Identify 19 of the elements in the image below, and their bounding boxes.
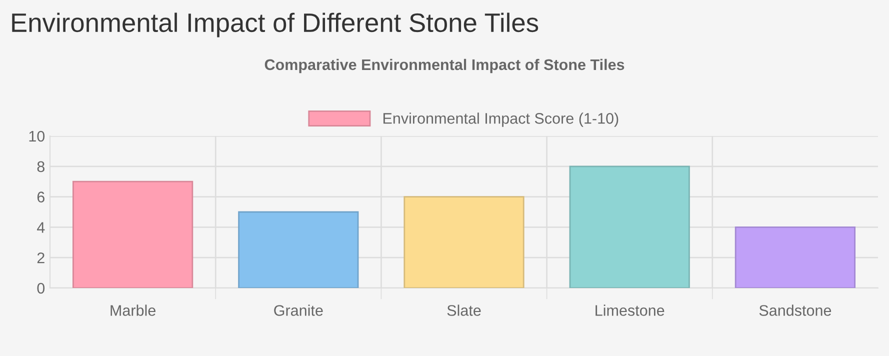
y-tick-label: 4 [36, 222, 45, 233]
bar [734, 226, 856, 288]
x-tick-label: Granite [274, 304, 323, 316]
bar [569, 166, 690, 288]
chart-subtitle: Comparative Environmental Impact of Stone Tiles [264, 58, 624, 74]
legend-label: Environmental Impact Score (1-10) [383, 112, 618, 127]
x-tick-label: Slate [447, 304, 481, 316]
x-tick-label: Marble [110, 304, 156, 316]
bar [404, 196, 524, 288]
bar [238, 211, 359, 288]
chart-title: Environmental Impact of Different Stone Tiles [12, 12, 538, 38]
y-tick-label: 0 [37, 282, 45, 294]
bar [72, 180, 194, 288]
y-tick-label: 8 [37, 161, 44, 172]
y-tick-label: 6 [37, 192, 44, 202]
x-tick-label: Limestone [596, 304, 664, 316]
y-tick-label: 10 [29, 130, 45, 142]
x-tick-label: Sandstone [759, 304, 832, 316]
y-tick-label: 2 [37, 252, 44, 264]
